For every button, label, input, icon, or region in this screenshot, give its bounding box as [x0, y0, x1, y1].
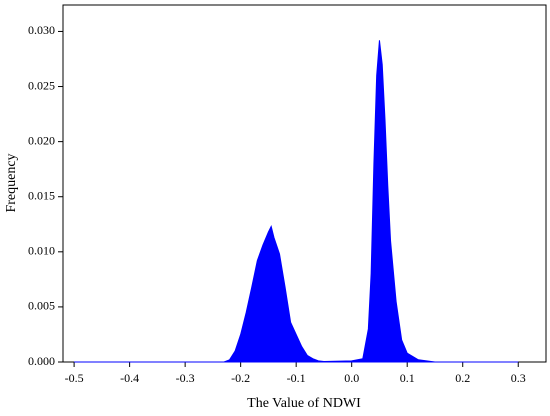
- x-tick-label: -0.2: [231, 371, 250, 385]
- x-tick-label: -0.1: [287, 371, 306, 385]
- plot-frame: [62, 4, 547, 363]
- x-tick-label: 0.1: [400, 371, 415, 385]
- y-tick-label: 0.015: [28, 188, 55, 202]
- x-axis-title: The Value of NDWI: [247, 396, 361, 411]
- x-tick-label: -0.3: [176, 371, 195, 385]
- area: [74, 40, 519, 363]
- y-tick-label: 0.030: [28, 23, 55, 37]
- y-tick-label: 0.000: [28, 354, 55, 368]
- x-tick-label: 0.3: [511, 371, 526, 385]
- x-tick-label: -0.4: [120, 371, 139, 385]
- y-tick-label: 0.025: [28, 78, 55, 92]
- y-tick-label: 0.020: [28, 133, 55, 147]
- y-tick-label: 0.010: [28, 244, 55, 258]
- x-tick-label: 0.0: [344, 371, 359, 385]
- x-tick-label: -0.5: [65, 371, 84, 385]
- x-tick-label: 0.2: [455, 371, 470, 385]
- y-tick-label: 0.005: [28, 299, 55, 313]
- y-axis-title: Frequency: [4, 153, 19, 212]
